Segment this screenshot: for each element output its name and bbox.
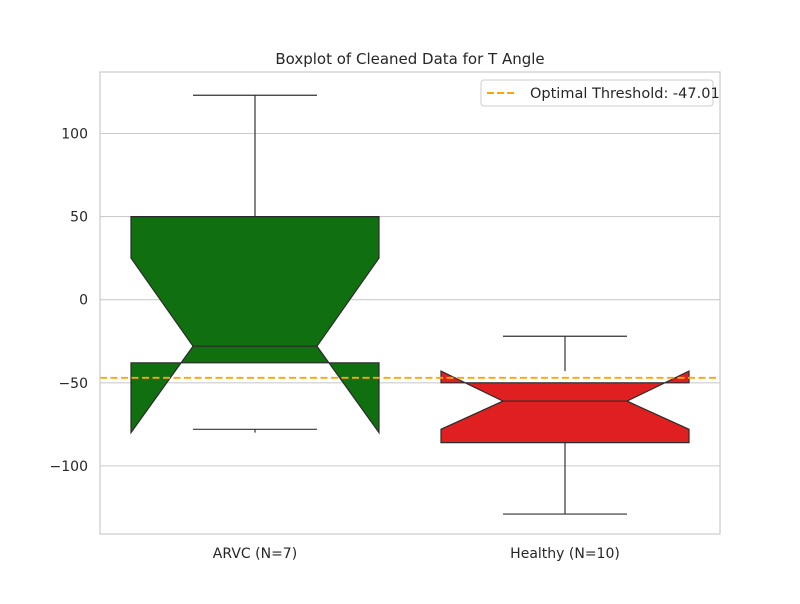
y-tick-label: −100 [50,459,88,475]
legend-frame [480,79,714,107]
chart-title: Boxplot of Cleaned Data for T Angle [275,50,544,68]
y-tick-label: 50 [70,210,88,226]
notched-box [130,216,380,435]
y-tick-label: 0 [79,293,88,309]
box-0 [130,94,380,435]
x-axis-ticks: ARVC (N=7) Healthy (N=10) [213,546,620,562]
x-tick-label: Healthy (N=10) [510,546,620,562]
legend-label-threshold: Optimal Threshold: -47.01 [530,86,720,102]
x-tick-label: ARVC (N=7) [213,546,297,562]
y-axis-ticks: 100 50 0 −50 −100 [50,126,88,474]
box-1 [440,335,690,515]
legend: Optimal Threshold: -47.01 [480,79,720,107]
notched-box [440,370,690,444]
y-tick-label: 100 [61,126,88,142]
y-tick-label: −50 [58,376,88,392]
plot-area-frame [99,71,721,535]
boxes [130,94,690,515]
